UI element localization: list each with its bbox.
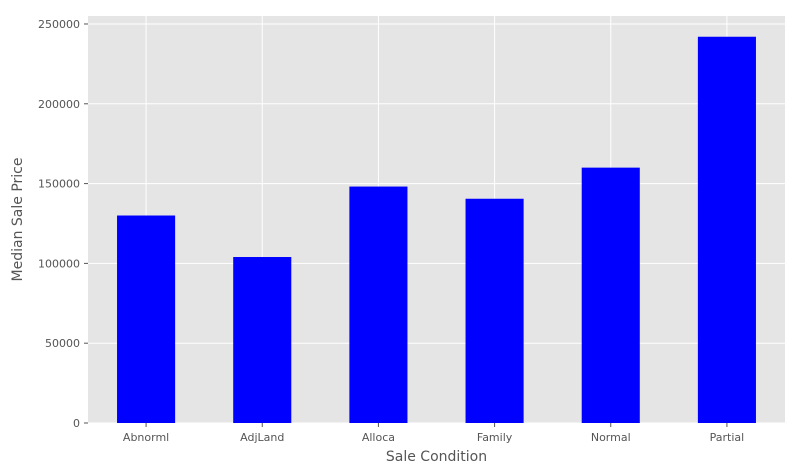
y-tick-label: 250000 xyxy=(38,18,80,31)
y-tick-label: 200000 xyxy=(38,98,80,111)
y-axis-label: Median Sale Price xyxy=(10,158,26,282)
x-tick-label: Partial xyxy=(710,431,745,444)
x-axis-label: Sale Condition xyxy=(386,449,487,465)
bar-partial xyxy=(697,36,756,423)
plot-area xyxy=(88,16,785,423)
bars xyxy=(117,36,756,423)
x-tick-label: Normal xyxy=(591,431,631,444)
y-axis-ticks: 0 50000 100000 150000 200000 250000 xyxy=(38,18,88,430)
x-tick-label: Family xyxy=(477,431,513,444)
x-tick-label: Alloca xyxy=(362,431,395,444)
bar-family xyxy=(465,198,524,423)
x-axis-ticks: Abnorml AdjLand Alloca Family Normal Partial xyxy=(123,423,744,444)
bar-normal xyxy=(581,167,640,423)
y-tick-label: 50000 xyxy=(45,337,80,350)
bar-abnorml xyxy=(117,215,176,423)
y-tick-label: 100000 xyxy=(38,257,80,270)
x-tick-label: Abnorml xyxy=(123,431,169,444)
y-tick-label: 0 xyxy=(73,417,80,430)
bar-alloca xyxy=(349,186,408,423)
y-tick-label: 150000 xyxy=(38,178,80,191)
x-tick-label: AdjLand xyxy=(240,431,284,444)
bar-adjland xyxy=(233,257,292,423)
